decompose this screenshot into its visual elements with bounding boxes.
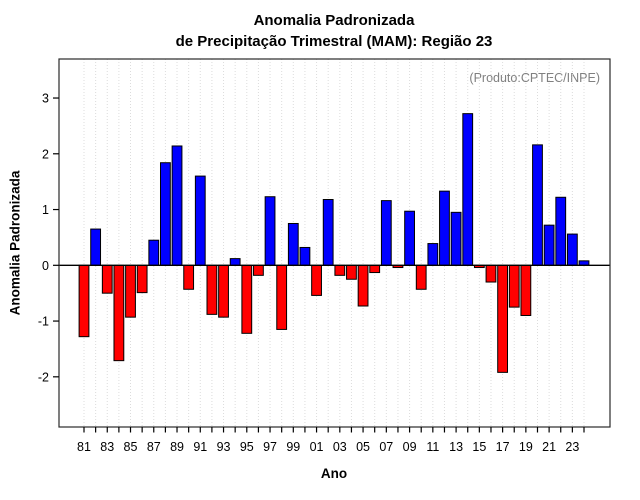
- bar-02: [322, 199, 334, 266]
- bar-05: [357, 264, 369, 307]
- bar-95: [241, 264, 253, 334]
- bar-81: [78, 264, 90, 338]
- x-tick-label: 85: [124, 440, 138, 454]
- bar-24: [578, 260, 590, 266]
- y-tick-label: 1: [42, 203, 49, 217]
- x-tick-label: 83: [100, 440, 114, 454]
- bar-82: [90, 228, 102, 266]
- chart-title-line2: de Precipitação Trimestral (MAM): Região…: [175, 33, 493, 50]
- bar-88: [159, 162, 171, 266]
- x-tick-label: 15: [472, 440, 486, 454]
- chart-title-line1: Anomalia Padronizada: [253, 12, 415, 29]
- bar-18: [508, 264, 520, 308]
- x-tick-label: 07: [379, 440, 393, 454]
- bar-00: [299, 246, 311, 266]
- bar-20: [532, 144, 543, 266]
- bar-06: [369, 264, 381, 274]
- bar-85: [125, 264, 136, 318]
- bar-89: [171, 145, 183, 266]
- bar-87: [148, 239, 160, 266]
- bar-97: [264, 196, 276, 266]
- bar-93: [218, 264, 229, 318]
- x-tick-label: 17: [496, 440, 510, 454]
- x-tick-label: 13: [449, 440, 463, 454]
- x-tick-label: 11: [426, 440, 439, 454]
- bar-22: [555, 196, 567, 266]
- bar-23: [566, 233, 578, 266]
- bar-04: [346, 264, 357, 280]
- bar-84: [113, 264, 125, 362]
- x-tick-label: 19: [519, 440, 533, 454]
- producer-annotation: (Produto:CPTEC/INPE): [469, 71, 600, 85]
- bar-98: [276, 264, 288, 330]
- bar-21: [543, 224, 555, 266]
- x-tick-label: 81: [77, 440, 91, 454]
- bar-01: [311, 264, 322, 296]
- plot-frame: [58, 58, 611, 428]
- x-tick-label: 87: [147, 440, 161, 454]
- x-tick-label: 23: [565, 440, 579, 454]
- x-axis-label: Ano: [320, 466, 348, 481]
- x-tick-label: 01: [310, 440, 324, 454]
- bar-83: [101, 264, 113, 294]
- bar-12: [439, 190, 450, 266]
- bar-07: [380, 200, 392, 266]
- x-tick-label: 03: [333, 440, 347, 454]
- bar-13: [450, 211, 462, 266]
- bar-17: [497, 264, 509, 373]
- bar-91: [194, 175, 206, 266]
- bar-90: [183, 264, 195, 290]
- y-tick-label: 3: [42, 92, 49, 106]
- x-tick-label: 93: [217, 440, 231, 454]
- x-tick-label: 89: [170, 440, 184, 454]
- bar-96: [253, 264, 264, 276]
- bar-11: [427, 243, 439, 266]
- bar-99: [287, 222, 299, 266]
- y-tick-label: -2: [38, 370, 49, 384]
- x-tick-label: 05: [356, 440, 370, 454]
- x-tick-label: 21: [542, 440, 556, 454]
- y-tick-label: 2: [42, 147, 49, 161]
- bar-19: [520, 264, 532, 316]
- y-tick-label: 0: [42, 259, 49, 273]
- x-tick-label: 99: [286, 440, 300, 454]
- bar-86: [136, 264, 148, 294]
- bar-92: [206, 264, 218, 315]
- x-tick-label: 95: [240, 440, 254, 454]
- bar-94: [229, 258, 241, 266]
- bar-03: [334, 264, 346, 276]
- bar-14: [462, 113, 474, 266]
- bar-09: [404, 210, 415, 266]
- x-tick-label: 97: [263, 440, 277, 454]
- x-tick-label: 91: [193, 440, 207, 454]
- bar-10: [415, 264, 427, 290]
- x-tick-label: 09: [403, 440, 417, 454]
- y-tick-label: -1: [38, 315, 49, 329]
- bar-16: [485, 264, 497, 283]
